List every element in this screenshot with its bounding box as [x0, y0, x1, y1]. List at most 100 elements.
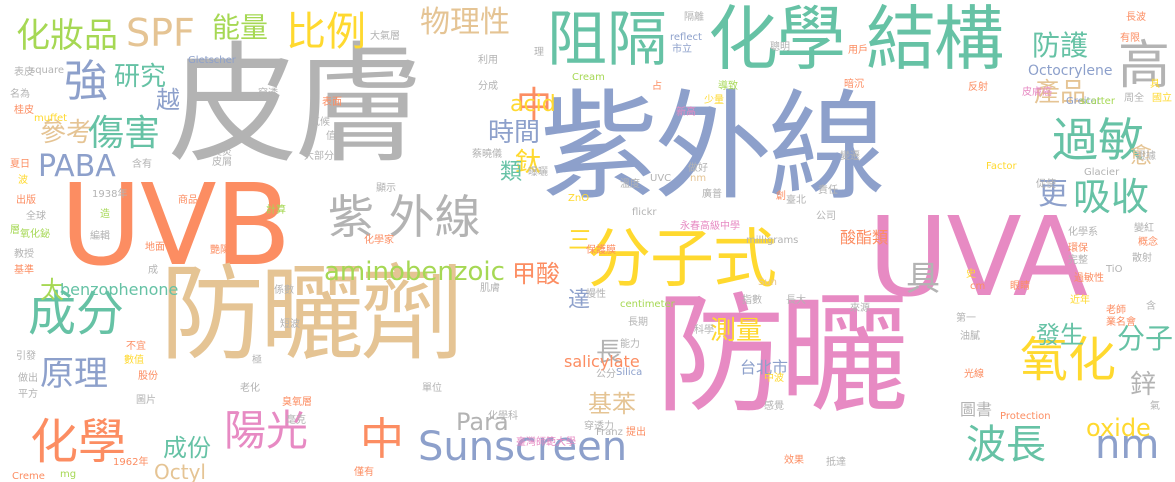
word-cm: cm [970, 281, 986, 292]
word-qihou: 氣候 [310, 117, 330, 128]
word-zhong-mid: 中 [516, 85, 553, 126]
word-jinyou: 僅有 [354, 467, 374, 478]
word-xin: 鋅 [1130, 370, 1157, 400]
word-yonghu: 用戶 [848, 45, 868, 56]
word-changqi: 長期 [628, 317, 648, 328]
word-chengfen: 成分 [28, 286, 125, 342]
word-pixie: 皮屑 [212, 157, 232, 168]
word-fangshaiji: 防曬劑 [160, 253, 464, 375]
word-baohumo: 保護膜 [586, 245, 616, 256]
word-jiben: 基苯 [588, 390, 636, 418]
word-xishou: 吸收 [1073, 175, 1150, 219]
word-gufen: 股份 [138, 371, 158, 382]
word-tai2: 太 [40, 276, 64, 304]
word-jizhun: 基準 [14, 265, 34, 276]
word-fanshe: 反射 [968, 82, 988, 93]
word-ji: 極 [252, 355, 262, 366]
word-jinnian: 近年 [1070, 295, 1090, 306]
word-zeren: 責任 [818, 185, 838, 196]
word-ceng: 層 [10, 225, 20, 236]
word-oxide: oxide [1086, 414, 1151, 442]
word-danwei: 單位 [422, 383, 442, 394]
word-taibeishi: 台北市 [740, 358, 789, 377]
word-mingwei: 名為 [10, 89, 30, 100]
word-cheng: 成 [148, 265, 158, 276]
word-zhan: 占 [652, 81, 662, 92]
word-cankao: 參考 [40, 118, 93, 148]
word-nengli: 能力 [620, 339, 640, 350]
word-changbo: 長波 [1126, 12, 1146, 23]
word-ju-small: 具 [1150, 79, 1160, 90]
word-caixiaoyi: 蔡曉儀 [472, 149, 502, 160]
word-biaomian: 表面 [322, 97, 342, 108]
word-huanbao: 環保 [1068, 243, 1088, 254]
word-bianhong: 變紅 [1134, 223, 1154, 234]
word-fanghu: 防護 [1032, 29, 1089, 62]
word-acid: acid [510, 92, 556, 117]
word-franz: Franz [596, 427, 623, 438]
word-duanbo: 短波 [280, 319, 300, 330]
word-nm-small: nm [690, 173, 707, 184]
word-protection: Protection [1000, 411, 1051, 422]
word-geli: 隔離 [684, 12, 704, 23]
word-yanjing: 眼睛 [1010, 281, 1030, 292]
word-da: 達 [568, 288, 591, 313]
word-younI: 油膩 [960, 331, 980, 342]
word-han: 含 [1146, 301, 1156, 312]
word-guangxian: 光線 [964, 369, 984, 380]
word-chang: 長 [596, 338, 623, 368]
word-flickr: flickr [632, 207, 657, 218]
word-shili: 市立 [672, 44, 692, 55]
word-tai: 鈦 [515, 148, 542, 178]
word-yangguang: 陽光 [224, 406, 309, 455]
word-bochang: 波長 [966, 422, 1046, 468]
word-huaxueke: 化學科 [488, 411, 518, 422]
word-baoshai: 曝曬 [528, 167, 548, 178]
word-mg: mg [60, 469, 77, 480]
word-yinfa: 引發 [16, 351, 36, 362]
word-yongchun: 永春高級中學 [680, 221, 740, 232]
word-jisuan: 計算 [266, 205, 286, 216]
word-gletscher: Gletscher [188, 55, 236, 66]
word-fangshai: 防曬 [655, 279, 909, 431]
word-silica: Silica [616, 367, 643, 378]
word-xingao: 新高 [676, 107, 696, 118]
word-wanzheng: 完整 [1068, 255, 1088, 266]
word-fenzi: 分子 [1117, 322, 1174, 355]
word-yanjiu: 研究 [114, 62, 167, 92]
word-ju: 具 [906, 259, 940, 299]
word-greiter: Greiter [1066, 96, 1101, 107]
word-li: 理 [534, 47, 544, 58]
word-muffet: muffet [34, 113, 68, 124]
word-tushu: 圖書 [960, 400, 993, 419]
word-centimeter: centimeter [620, 299, 675, 310]
word-haoke: 毫克 [286, 415, 306, 426]
word-chuantou: 穿透 [258, 88, 278, 99]
word-yemingh: 業名會 [1106, 317, 1136, 328]
word-zhi: 值 [326, 131, 336, 142]
word-shi: 史 [966, 269, 976, 280]
word-biaopi: 表皮 [14, 67, 34, 78]
word-spf: SPF [126, 11, 195, 55]
word-qi: 氣 [1150, 401, 1160, 412]
word-geng: 更 [1038, 177, 1068, 212]
word-yanghuabi: 氧化鉍 [20, 229, 50, 240]
word-yanyang: 艷陽 [210, 245, 230, 256]
word-laoshi: 老師 [1106, 305, 1126, 316]
word-diyi: 第一 [956, 313, 976, 324]
word-octocrylene: Octocrylene [1028, 63, 1113, 79]
word-jiasuan: 甲酸 [512, 260, 560, 288]
word-daqiceng: 大氣層 [370, 31, 400, 42]
word-zhengju: 證據 [1136, 151, 1156, 162]
word-factor: Factor [986, 161, 1017, 172]
word-bianji: 編輯 [90, 231, 110, 242]
word-quanqiu: 全球 [26, 211, 46, 222]
word-chouyangceng: 臭氧層 [282, 397, 312, 408]
word-octyl: Octyl [154, 460, 206, 482]
word-manxing: 慢性 [586, 289, 606, 300]
word-tichu: 提出 [626, 427, 646, 438]
word-zuge: 阻隔 [547, 5, 667, 75]
word-jiaoshou: 教授 [14, 249, 34, 260]
word-zuochu: 做出 [18, 373, 38, 384]
word-sunscreen: Sunscreen [418, 424, 628, 470]
